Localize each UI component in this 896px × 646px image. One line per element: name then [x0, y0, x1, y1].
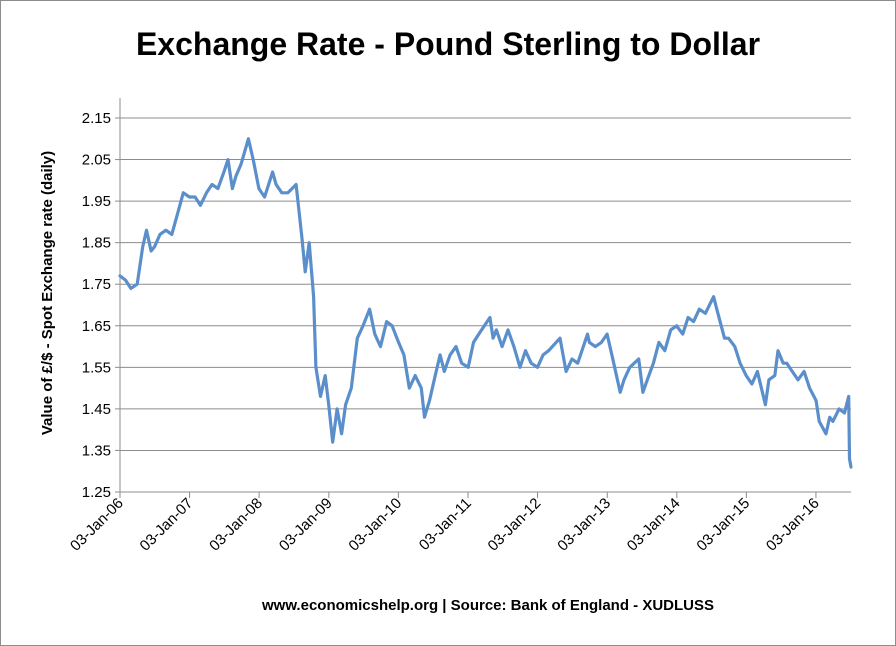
x-tick-label: 03-Jan-16: [763, 495, 823, 555]
y-tick-labels: 1.25 1.35 1.45 1.55 1.65 1.75 1.85 1.95 2.05 2.15: [82, 110, 111, 501]
x-tick-label: 03-Jan-09: [276, 495, 336, 555]
x-tick-label: 03-Jan-12: [485, 495, 545, 555]
y-axis-label: Value of £/$ - Spot Exchange rate (daily…: [39, 151, 56, 435]
x-tick-label: 03-Jan-07: [137, 495, 197, 555]
x-tick-label: 03-Jan-08: [206, 495, 266, 555]
y-tick-label: 1.45: [82, 401, 111, 418]
y-tick-label: 2.05: [82, 152, 111, 169]
footer-source: www.economicshelp.org | Source: Bank of …: [261, 597, 715, 614]
x-tick-label: 03-Jan-11: [416, 495, 475, 554]
x-tick-label: 03-Jan-06: [67, 495, 127, 555]
x-tick-label: 03-Jan-10: [345, 495, 405, 555]
x-tick-label: 03-Jan-14: [624, 495, 684, 555]
y-tick-label: 1.65: [82, 318, 111, 335]
chart-title: Exchange Rate - Pound Sterling to Dollar: [135, 26, 761, 62]
y-tick-label: 1.95: [82, 193, 111, 210]
y-tick-label: 1.25: [82, 484, 111, 501]
x-tick-label: 03-Jan-13: [554, 495, 614, 555]
series-layer: [118, 137, 853, 469]
y-tick-label: 2.15: [82, 110, 111, 127]
x-tick-labels: 03-Jan-06 03-Jan-07 03-Jan-08 03-Jan-09 03-J…: [67, 495, 823, 555]
gridlines: [120, 117, 851, 451]
axes: [115, 98, 851, 498]
y-tick-label: 1.55: [82, 359, 111, 376]
y-tick-label: 1.85: [82, 235, 111, 252]
series-line: [118, 137, 853, 469]
x-tick-label: 03-Jan-15: [693, 495, 753, 555]
y-tick-label: 1.75: [82, 276, 111, 293]
y-tick-label: 1.35: [82, 442, 111, 459]
